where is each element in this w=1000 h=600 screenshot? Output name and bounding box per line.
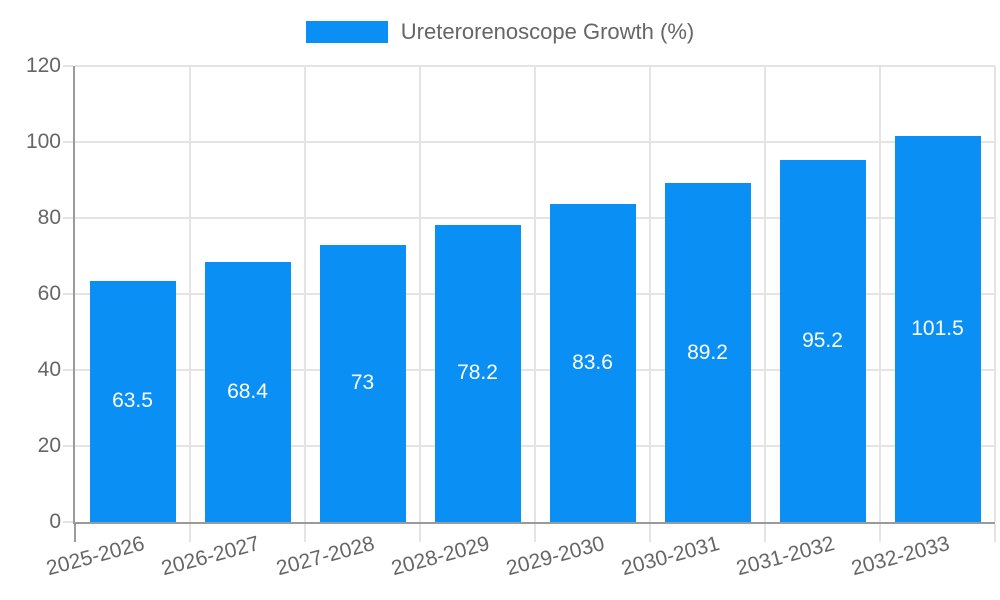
gridline-vertical (879, 66, 881, 522)
gridline-vertical (994, 66, 996, 522)
x-tick-mark (304, 524, 306, 542)
bar-value-label: 89.2 (687, 340, 728, 364)
y-tick-mark (63, 65, 73, 67)
gridline-vertical (534, 66, 536, 522)
x-tick-mark (189, 524, 191, 542)
x-tick-mark (994, 524, 996, 542)
bar[interactable]: 78.2 (434, 224, 521, 522)
gridline-vertical (649, 66, 651, 522)
bar-value-label: 78.2 (457, 361, 498, 385)
x-tick-mark (764, 524, 766, 542)
bar[interactable]: 73 (319, 244, 406, 522)
y-tick-mark (63, 293, 73, 295)
plot-area: 0 20 40 60 80 100 120 63.5 2025-2026 68.4 2026-202… (26, 54, 996, 580)
legend-label: Ureterorenoscope Growth (%) (400, 19, 695, 44)
x-tick-mark (419, 524, 421, 542)
gridline-vertical (304, 66, 306, 522)
y-tick-mark (63, 445, 73, 447)
gridline-vertical (764, 66, 766, 522)
y-tick-label: 120 (25, 54, 61, 77)
legend-swatch (305, 21, 388, 43)
y-tick-label: 100 (25, 130, 61, 153)
bar[interactable]: 63.5 (89, 280, 176, 522)
x-tick-mark (649, 524, 651, 542)
bar[interactable]: 89.2 (664, 183, 751, 522)
x-tick-mark (879, 524, 881, 542)
y-tick-label: 80 (37, 206, 61, 229)
bar-value-label: 83.6 (572, 351, 613, 375)
y-tick-label: 20 (37, 434, 61, 457)
bar-value-label: 63.5 (112, 389, 153, 413)
bar-value-label: 68.4 (227, 380, 268, 404)
legend[interactable]: Ureterorenoscope Growth (%) (0, 21, 1000, 43)
bar[interactable]: 95.2 (779, 160, 866, 522)
y-tick-label: 40 (37, 358, 61, 381)
x-tick-mark (534, 524, 536, 542)
bar[interactable]: 83.6 (549, 204, 636, 522)
gridline-vertical (419, 66, 421, 522)
y-tick-mark (63, 369, 73, 371)
bar-value-label: 95.2 (802, 329, 843, 353)
y-tick-mark (63, 217, 73, 219)
y-tick-mark (63, 141, 73, 143)
x-tick-mark (74, 524, 76, 542)
bar[interactable]: 68.4 (204, 262, 291, 522)
gridline-vertical (189, 66, 191, 522)
y-tick-mark (63, 521, 73, 523)
bar-value-label: 73 (350, 371, 375, 395)
bar-value-label: 101.5 (911, 317, 964, 341)
bar[interactable]: 101.5 (894, 136, 981, 522)
y-tick-label: 0 (49, 510, 61, 533)
y-tick-label: 60 (37, 282, 61, 305)
